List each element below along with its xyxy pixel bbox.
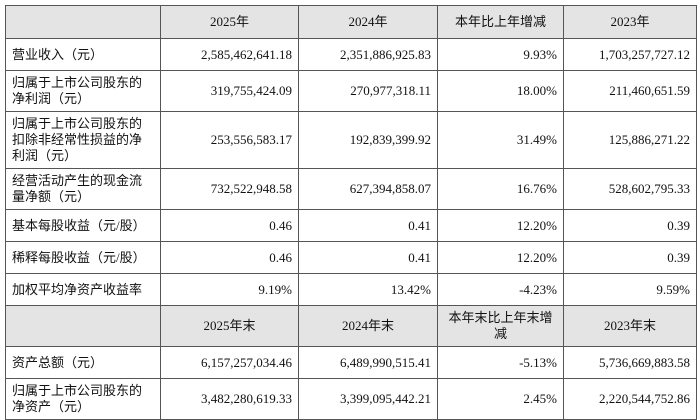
value-cell: 2,351,886,925.83 [298,38,438,71]
value-cell: 6,489,990,515.41 [298,346,438,379]
value-cell: -5.13% [437,346,564,379]
value-cell: 3,482,280,619.33 [160,378,299,420]
header-cell [5,305,161,347]
header-cell: 2023年末 [563,305,697,347]
value-cell: 9.59% [563,273,697,306]
data-row: 归属于上市公司股东的净利润（元） 319,755,424.09 270,977,31… [5,70,697,112]
value-cell: 12.20% [437,209,564,242]
value-cell: 0.46 [160,241,299,274]
data-row: 经营活动产生的现金流量净额（元） 732,522,948.58 627,394,85… [5,168,697,210]
header-cell [5,5,161,39]
data-row: 归属于上市公司股东的扣除非经常性损益的净利润（元） 253,556,583.17 1… [5,111,697,169]
value-cell: 12.20% [437,241,564,274]
value-cell: 5,736,669,883.58 [563,346,697,379]
row-label: 归属于上市公司股东的扣除非经常性损益的净利润（元） [5,111,161,169]
value-cell: 627,394,858.07 [298,168,438,210]
value-cell: 253,556,583.17 [160,111,299,169]
row-label: 资产总额（元） [5,346,161,379]
row-label: 基本每股收益（元/股） [5,209,161,242]
header-row: 2025年 2024年 本年比上年增减 2023年 [5,5,697,39]
value-cell: 0.41 [298,241,438,274]
value-cell: 528,602,795.33 [563,168,697,210]
header-cell: 本年比上年增减 [437,5,564,39]
value-cell: 270,977,318.11 [298,70,438,112]
value-cell: 13.42% [298,273,438,306]
financial-table: 2025年 2024年 本年比上年增减 2023年 营业收入（元） 2,585,462,6… [5,5,697,420]
value-cell: 192,839,399.92 [298,111,438,169]
data-row: 资产总额（元） 6,157,257,034.46 6,489,990,515.41-… [5,346,697,379]
value-cell: 0.39 [563,209,697,242]
value-cell: 2.45% [437,378,564,420]
row-label: 经营活动产生的现金流量净额（元） [5,168,161,210]
value-cell: 18.00% [437,70,564,112]
row-label: 归属于上市公司股东的净资产（元） [5,378,161,420]
header-cell: 2023年 [563,5,697,39]
value-cell: 0.46 [160,209,299,242]
value-cell: 0.41 [298,209,438,242]
header-row: 2025年末 2024年末 本年末比上年末增减 2023年末 [5,305,697,347]
header-cell: 2024年末 [298,305,438,347]
value-cell: -4.23% [437,273,564,306]
value-cell: 0.39 [563,241,697,274]
data-row: 营业收入（元） 2,585,462,641.18 2,351,886,925.83 9… [5,38,697,71]
value-cell: 319,755,424.09 [160,70,299,112]
value-cell: 2,585,462,641.18 [160,38,299,71]
row-label: 营业收入（元） [5,38,161,71]
value-cell: 732,522,948.58 [160,168,299,210]
value-cell: 6,157,257,034.46 [160,346,299,379]
row-label: 稀释每股收益（元/股） [5,241,161,274]
header-cell: 2024年 [298,5,438,39]
value-cell: 9.93% [437,38,564,71]
header-cell: 2025年末 [160,305,299,347]
value-cell: 1,703,257,727.12 [563,38,697,71]
header-cell: 本年末比上年末增减 [437,305,564,347]
table-body: 2025年 2024年 本年比上年增减 2023年 营业收入（元） 2,585,462,6… [5,5,697,420]
value-cell: 211,460,651.59 [563,70,697,112]
row-label: 加权平均净资产收益率 [5,273,161,306]
value-cell: 125,886,271.22 [563,111,697,169]
value-cell: 3,399,095,442.21 [298,378,438,420]
data-row: 加权平均净资产收益率 9.19% 13.42% -4.23% 9.59% [5,273,697,306]
data-row: 基本每股收益（元/股） 0.46 0.41 12.20% 0.39 [5,209,697,242]
value-cell: 31.49% [437,111,564,169]
header-cell: 2025年 [160,5,299,39]
value-cell: 16.76% [437,168,564,210]
data-row: 归属于上市公司股东的净资产（元） 3,482,280,619.33 3,399,09… [5,378,697,420]
row-label: 归属于上市公司股东的净利润（元） [5,70,161,112]
value-cell: 9.19% [160,273,299,306]
value-cell: 2,220,544,752.86 [563,378,697,420]
data-row: 稀释每股收益（元/股） 0.46 0.41 12.20% 0.39 [5,241,697,274]
